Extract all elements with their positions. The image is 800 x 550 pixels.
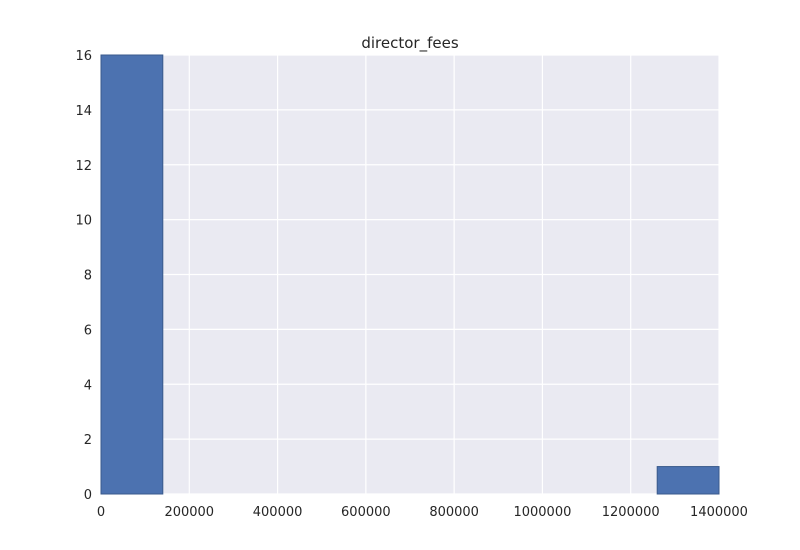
y-tick-label: 14 xyxy=(75,104,92,119)
x-axis-ticks: 0 200000 400000 600000 800000 1000000 1200000 1… xyxy=(97,505,748,520)
x-tick-label: 800000 xyxy=(429,505,479,520)
grid-lines xyxy=(100,54,720,495)
y-tick-label: 6 xyxy=(84,323,92,338)
y-tick-label: 0 xyxy=(84,488,92,503)
x-tick-label: 1000000 xyxy=(513,505,571,520)
x-tick-label: 600000 xyxy=(341,505,391,520)
x-tick-label: 0 xyxy=(97,505,105,520)
chart-title: director_fees xyxy=(361,34,458,53)
x-tick-label: 400000 xyxy=(253,505,303,520)
x-tick-label: 1200000 xyxy=(602,505,660,520)
y-tick-label: 8 xyxy=(84,269,92,284)
y-axis-ticks: 0 2 4 6 8 10 12 14 16 xyxy=(75,49,92,503)
y-tick-label: 16 xyxy=(75,49,92,64)
y-tick-label: 4 xyxy=(84,378,92,393)
bars xyxy=(100,54,720,495)
x-tick-label: 200000 xyxy=(164,505,214,520)
y-tick-label: 12 xyxy=(75,159,92,174)
x-tick-label: 1400000 xyxy=(690,505,748,520)
y-tick-label: 10 xyxy=(75,214,92,229)
histogram-bar xyxy=(100,54,164,495)
histogram-bar xyxy=(656,466,720,495)
y-tick-label: 2 xyxy=(84,433,92,448)
